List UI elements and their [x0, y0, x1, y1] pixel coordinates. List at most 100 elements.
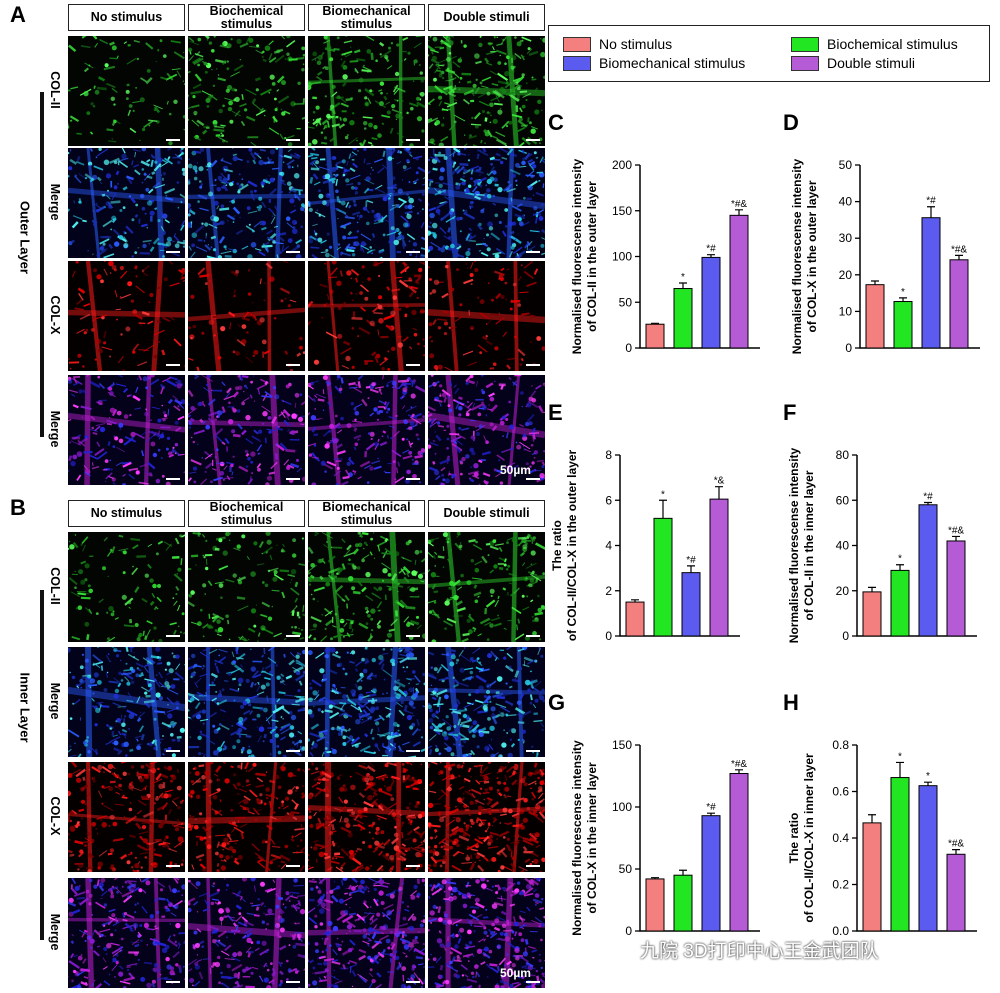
y-tick-label: 2 [605, 584, 612, 598]
row-label: Merge [48, 410, 62, 448]
error-bar [924, 781, 932, 786]
column-header: Biomechanical stimulus [308, 4, 425, 31]
error-bar [871, 280, 879, 285]
bar-chart-g: 0 50 100 150 Normalised fluorescense intensi… [570, 738, 760, 938]
micrograph-tile [308, 532, 425, 642]
row-label: Merge [48, 183, 62, 221]
chart-canvas: 0.0 0.2 0.4 0.6 0.8 The ratioof COL-II/COL-X … [787, 738, 977, 938]
micrograph-tile [308, 647, 425, 757]
y-tick-label: 200 [612, 158, 632, 172]
bar [865, 284, 885, 349]
panel-a-letter: A [10, 2, 26, 27]
micrograph-tile [428, 36, 545, 146]
micrograph-tile [68, 647, 185, 757]
bar [946, 540, 966, 637]
panel-b-letter: B [10, 495, 26, 520]
y-tick-label: 0.0 [832, 924, 849, 938]
row-label: Merge [48, 682, 62, 720]
bar [709, 498, 729, 637]
error-bar [955, 254, 963, 260]
error-bar [679, 282, 687, 289]
error-bar [735, 769, 743, 774]
micrograph-tile [68, 148, 185, 258]
significance-label: * [898, 554, 902, 565]
layer-label: Inner Layer [17, 672, 33, 743]
chart-legend: No stimulus Biomechanical stimulus Bioch… [548, 25, 990, 82]
error-bar [631, 599, 639, 603]
micrograph-tile [428, 148, 545, 258]
panel-letter: G [548, 690, 566, 715]
column-header: Double stimuli [428, 4, 545, 31]
bar-chart-h: 0.0 0.2 0.4 0.6 0.8 The ratioof COL-II/COL-X … [787, 738, 977, 938]
micrograph-tile [68, 375, 185, 485]
significance-label: *& [714, 476, 725, 487]
y-tick-label: 50 [619, 295, 633, 309]
micrograph-tile [68, 36, 185, 146]
column-header: Biochemical stimulus [188, 500, 305, 527]
error-bar [659, 499, 667, 519]
legend-item-no-stimulus: No stimulus [563, 36, 672, 52]
bar [893, 301, 913, 349]
legend-swatch [563, 55, 591, 71]
significance-label: * [898, 751, 902, 762]
legend-item-biochemical: Biochemical stimulus [791, 36, 958, 52]
significance-label: *# [706, 244, 716, 255]
bar [890, 777, 910, 932]
legend-swatch [563, 36, 591, 52]
bar [949, 259, 969, 349]
significance-label: *# [923, 492, 933, 503]
micrograph-tile [188, 878, 305, 988]
chart-canvas: 0 20 40 60 80 Normalised fluorescense intensi… [787, 447, 977, 643]
column-header: Biochemical stimulus [188, 4, 305, 31]
micrograph-tile [308, 375, 425, 485]
bar-chart-c: 0 50 100 150 200 Normalised fluorescense inte… [570, 158, 760, 355]
bar-chart-d: 0 10 20 30 40 50 Normalised fluorescense inten… [790, 158, 980, 355]
legend-item-biomechanical: Biomechanical stimulus [563, 55, 745, 71]
significance-label: *#& [731, 759, 747, 770]
y-tick-label: 10 [839, 304, 853, 318]
column-header: No stimulus [68, 4, 185, 31]
y-tick-label: 0 [842, 629, 849, 643]
y-tick-label: 60 [836, 493, 850, 507]
row-label: COL-X [48, 295, 62, 335]
y-tick-label: 80 [836, 448, 850, 462]
y-tick-label: 0 [845, 341, 852, 355]
y-tick-label: 8 [605, 448, 612, 462]
y-tick-label: 6 [605, 493, 612, 507]
error-bar [952, 535, 960, 541]
y-tick-label: 0 [605, 629, 612, 643]
micrograph-tile [188, 261, 305, 371]
bar [625, 601, 645, 637]
legend-swatch [791, 36, 819, 52]
significance-label: *#& [951, 244, 967, 255]
error-bar [896, 564, 904, 571]
bar [729, 773, 749, 932]
panel-letter: E [548, 400, 563, 425]
micrograph-tile [308, 36, 425, 146]
chart-canvas: 0 50 100 150 200 Normalised fluorescense inte… [570, 158, 760, 355]
scale-bar-label: 50µm [500, 463, 531, 477]
y-tick-label: 4 [605, 539, 612, 553]
bar [729, 214, 749, 349]
micrograph-tile [188, 375, 305, 485]
row-label: COL-II [48, 71, 62, 109]
legend-label: Double stimuli [827, 55, 915, 71]
micrograph-tile [68, 532, 185, 642]
panel-letter: H [783, 690, 799, 715]
y-tick-label: 0.2 [832, 878, 849, 892]
error-bar [707, 254, 715, 258]
y-tick-label: 0.4 [832, 831, 849, 845]
chart-canvas: 0 2 4 6 8 The ratioof COL-II/COL-X in the out… [550, 448, 740, 643]
y-tick-label: 0.6 [832, 785, 849, 799]
significance-label: * [901, 287, 905, 298]
y-tick-label: 0 [625, 341, 632, 355]
bar [862, 822, 882, 932]
bar-chart-f: 0 20 40 60 80 Normalised fluorescense intensi… [787, 447, 977, 643]
micrograph-tile [308, 762, 425, 872]
micrograph-tile [428, 532, 545, 642]
error-bar [651, 322, 659, 325]
micrograph-tile [188, 762, 305, 872]
significance-label: * [926, 771, 930, 782]
micrograph-tile [188, 532, 305, 642]
layer-bracket [40, 590, 44, 940]
